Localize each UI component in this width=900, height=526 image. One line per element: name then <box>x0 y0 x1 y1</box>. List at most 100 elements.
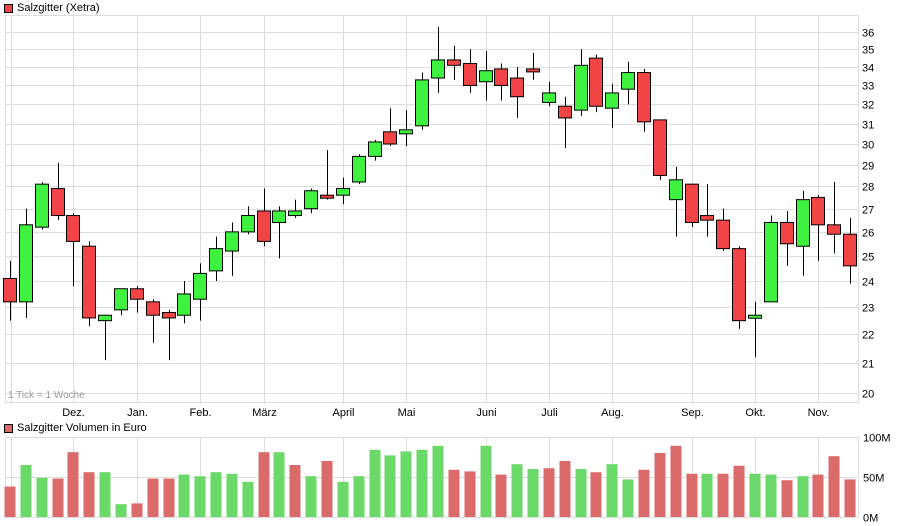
month-label: Jan. <box>127 407 148 419</box>
candle <box>336 177 350 205</box>
volume-bar <box>36 477 48 517</box>
candle <box>130 286 144 313</box>
price-axis-tick-label: 22 <box>862 330 874 342</box>
candle-body-down <box>653 119 667 176</box>
candle-body-up <box>193 272 207 300</box>
volume-bar <box>147 478 159 517</box>
volume-bar <box>163 478 175 517</box>
candle <box>732 246 746 329</box>
volume-bar <box>701 473 713 517</box>
volume-bar <box>670 445 682 517</box>
price-axis-tick-label: 21 <box>862 359 874 371</box>
volume-bar <box>273 452 285 517</box>
candle <box>558 96 572 149</box>
candle-body-up <box>764 221 778 303</box>
candle-body-down <box>463 63 477 86</box>
candle <box>146 299 160 343</box>
candle-body-up <box>177 293 191 316</box>
volume-bar <box>52 478 64 517</box>
volume-bar <box>432 445 444 517</box>
volume-bar <box>131 503 143 517</box>
price-axis-tick-label: 25 <box>862 252 874 264</box>
volume-bar <box>178 474 190 517</box>
candle <box>51 162 65 221</box>
candle <box>114 288 128 316</box>
volume-bar <box>226 473 238 517</box>
price-axis-tick-label: 26 <box>862 228 874 240</box>
candle-body-up <box>225 231 239 252</box>
candle-body-down <box>51 188 65 217</box>
candle <box>209 236 223 282</box>
candle-body-down <box>700 215 714 221</box>
candle <box>653 119 667 180</box>
candle <box>843 217 857 284</box>
price-axis-tick-label: 20 <box>862 389 874 401</box>
volume-legend-label: Salzgitter Volumen in Euro <box>17 422 147 434</box>
candle-body-down <box>637 72 651 123</box>
price-axis-tick-label: 28 <box>862 182 874 194</box>
month-label: März <box>252 407 276 419</box>
volume-bar <box>384 455 396 517</box>
candle <box>685 183 699 228</box>
volume-bar <box>733 465 745 517</box>
candle-body-up <box>272 210 286 223</box>
candle-body-down <box>130 288 144 300</box>
price-axis-tick-label: 29 <box>862 161 874 173</box>
candle-body-up <box>605 92 619 109</box>
candle <box>494 63 508 101</box>
candle-body-down <box>732 248 746 322</box>
volume-bar <box>527 469 539 517</box>
volume-bar <box>812 474 824 517</box>
volume-bar <box>210 472 222 517</box>
candle <box>82 241 96 327</box>
candle-body-down <box>589 57 603 107</box>
candle <box>510 67 524 118</box>
volume-bar <box>337 481 349 517</box>
month-label: Sep. <box>681 407 704 419</box>
candle-body-down <box>383 131 397 145</box>
candle-body-up <box>748 314 762 319</box>
candle <box>811 195 825 261</box>
month-label: Dez. <box>62 407 85 419</box>
volume-bar <box>480 445 492 517</box>
candle-body-down <box>257 210 271 242</box>
candle <box>272 206 286 259</box>
candle-body-up <box>209 248 223 272</box>
candle <box>780 210 794 266</box>
candle <box>574 49 588 116</box>
candle <box>463 49 477 93</box>
volume-bar <box>622 479 634 517</box>
price-axis-tick-label: 27 <box>862 205 874 217</box>
volume-bar <box>99 472 111 517</box>
volume-bar <box>289 465 301 517</box>
candle <box>621 61 635 105</box>
candle-body-up <box>288 210 302 217</box>
volume-bar <box>781 480 793 517</box>
month-label: Juli <box>541 407 558 419</box>
volume-bar <box>242 481 254 517</box>
candle-body-down <box>780 221 794 245</box>
volume-bar <box>194 476 206 517</box>
candle <box>368 139 382 161</box>
candle <box>383 108 397 147</box>
month-label: Mai <box>398 407 416 419</box>
candle-body-up <box>399 129 413 135</box>
candle-body-down <box>811 196 825 226</box>
price-legend-swatch <box>4 3 13 13</box>
candle <box>320 150 334 200</box>
volume-bar <box>400 451 412 517</box>
volume-bar <box>749 473 761 517</box>
price-legend-label: Salzgitter (Xetra) <box>17 2 100 14</box>
volume-bar <box>654 453 666 517</box>
candle <box>177 281 191 324</box>
candle-body-down <box>827 224 841 235</box>
volume-bar <box>448 469 460 517</box>
candle-body-down <box>716 219 730 250</box>
candle <box>796 190 810 276</box>
candle-body-down <box>447 59 461 66</box>
candle <box>225 222 239 276</box>
volume-plot-frame <box>5 437 859 518</box>
candle <box>827 181 841 254</box>
candle-body-up <box>98 314 112 322</box>
volume-bar <box>4 486 16 517</box>
